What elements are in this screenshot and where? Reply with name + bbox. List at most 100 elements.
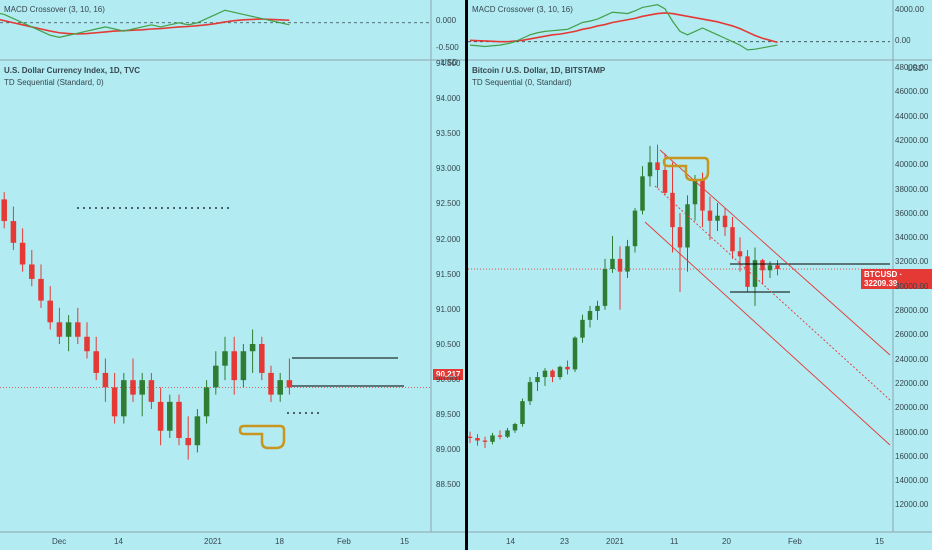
dxy-date-tick: Feb xyxy=(337,537,351,546)
btc-candle-body xyxy=(482,440,488,442)
dxy-price-tick: 90.000 xyxy=(436,374,461,384)
dxy-dotted-level-dot xyxy=(89,207,91,209)
btc-candle-body xyxy=(715,215,720,221)
dxy-candle-body xyxy=(157,401,164,431)
dxy-dotted-level-dot xyxy=(215,207,217,209)
btc-price-tick: 16000.00 xyxy=(895,451,929,461)
dxy-pointing-hand-icon-outline xyxy=(238,424,286,450)
btc-price-tick: 38000.00 xyxy=(895,184,929,194)
dxy-date-tick: 14 xyxy=(114,537,123,546)
btc-price-tick: 12000.00 xyxy=(895,500,929,510)
btc-candle-body xyxy=(527,382,533,402)
btc-price-tick: 18000.00 xyxy=(895,427,929,437)
btc-price-tick: 46000.00 xyxy=(895,87,929,97)
dxy-dotted-level-dot xyxy=(311,412,313,414)
dxy-dotted-level-dot xyxy=(137,207,139,209)
btc-candle-body xyxy=(745,256,750,287)
btc-price-tick: 48000.00 xyxy=(895,63,929,72)
btc-candle-body xyxy=(775,265,780,270)
dxy-candle-body xyxy=(213,365,219,388)
dxy-dotted-level-dot xyxy=(101,207,103,209)
dxy-indicator-label: TD Sequential (Standard, 0) xyxy=(4,78,104,87)
btc-candle-body xyxy=(550,370,555,378)
dxy-candle-body xyxy=(19,242,26,265)
btc-last-price-tag: BTCUSD · 32209.39 xyxy=(861,269,932,289)
btc-price-tick: 14000.00 xyxy=(895,476,929,486)
btc-candle-body xyxy=(640,176,645,211)
btc-date-tick: Feb xyxy=(788,537,802,546)
dxy-dotted-level-dot xyxy=(131,207,133,209)
dxy-dotted-level-dot xyxy=(179,207,181,209)
btc-date-tick: 23 xyxy=(560,537,569,546)
dxy-dotted-level-dot xyxy=(203,207,205,209)
dxy-price-tick: 93.000 xyxy=(436,164,461,174)
dxy-dotted-level-dot xyxy=(95,207,97,209)
btc-date-tick: 14 xyxy=(506,537,515,546)
dxy-last-price-tag: 90.217 xyxy=(433,369,464,380)
dxy-dotted-level-dot xyxy=(293,412,295,414)
dxy-price-tick: 94.500 xyxy=(436,59,461,68)
btc-price-tick: 32000.00 xyxy=(895,257,929,267)
panel-divider[interactable] xyxy=(465,0,468,550)
btc-candle-body xyxy=(670,192,675,228)
btc-candle-body xyxy=(692,180,698,205)
dxy-candle-body xyxy=(130,380,136,395)
dxy-dotted-level-dot xyxy=(227,207,229,209)
dxy-macd-label: MACD Crossover (3, 10, 16) xyxy=(4,5,105,14)
dxy-dotted-level-dot xyxy=(167,207,169,209)
dxy-candle-body xyxy=(286,380,293,388)
dxy-candle-body xyxy=(38,278,44,301)
dxy-price-tick: 93.500 xyxy=(436,129,461,139)
btc-candle-body xyxy=(617,258,623,272)
btc-candle-body xyxy=(610,258,615,270)
dxy-dotted-level-dot xyxy=(107,207,109,209)
dxy-candle-body xyxy=(121,380,127,417)
dxy-candle-body xyxy=(29,264,35,279)
btc-symbol: BTCUSD xyxy=(864,270,898,279)
dxy-pointing-hand-icon xyxy=(238,424,286,450)
dxy-date-tick: 2021 xyxy=(204,537,222,546)
dxy-dotted-level-dot xyxy=(209,207,211,209)
dxy-macd-tick: 0.000 xyxy=(436,16,457,25)
btc-last-price: 32209.39 xyxy=(864,279,898,288)
btc-candle-body xyxy=(587,310,593,320)
btc-price-tick: 28000.00 xyxy=(895,306,929,315)
btc-channel-mid xyxy=(654,185,891,401)
btc-price-tick: 22000.00 xyxy=(895,378,929,388)
btc-macd-tick: 0.00 xyxy=(895,36,911,45)
dxy-price-tick: 88.500 xyxy=(436,480,461,490)
btc-candle-body xyxy=(580,319,585,338)
dxy-dotted-level-dot xyxy=(155,207,157,209)
dxy-macd-tick: -0.500 xyxy=(436,43,459,52)
btc-candle-body xyxy=(760,260,765,271)
btc-price-tick: 20000.00 xyxy=(895,403,929,413)
dxy-date-tick: 15 xyxy=(400,537,409,546)
dxy-dotted-level-dot xyxy=(185,207,187,209)
dxy-dotted-level-dot xyxy=(305,412,307,414)
btc-price-tick: 42000.00 xyxy=(895,135,929,145)
dxy-candle-body xyxy=(84,336,90,352)
dxy-dotted-level-dot xyxy=(191,207,193,209)
btc-candle-body xyxy=(767,265,773,271)
dxy-candle-body xyxy=(10,221,17,243)
dxy-candle-body xyxy=(111,387,118,417)
btc-candle-body xyxy=(572,337,578,370)
dxy-macd-line xyxy=(0,9,290,38)
dxy-candle-body xyxy=(148,380,155,402)
dxy-candle-body xyxy=(102,372,109,388)
dxy-dotted-level-dot xyxy=(125,207,127,209)
dxy-candle-body xyxy=(47,300,53,323)
btc-candle-body xyxy=(707,210,713,221)
dxy-candle-body xyxy=(65,322,72,337)
dxy-price-tick: 94.000 xyxy=(436,94,461,104)
btc-macd-label: MACD Crossover (3, 10, 16) xyxy=(472,5,573,14)
btc-pointing-hand-icon-outline xyxy=(662,156,710,182)
btc-price-tick: 30000.00 xyxy=(895,281,929,291)
dxy-candle-body xyxy=(249,344,256,352)
btc-price-tick: 24000.00 xyxy=(895,354,929,364)
dxy-candle-body xyxy=(194,416,201,446)
dxy-price-tick: 92.500 xyxy=(436,199,461,209)
btc-candle-body xyxy=(722,215,728,228)
dxy-dotted-level-dot xyxy=(149,207,151,209)
btc-date-tick: 11 xyxy=(670,537,679,546)
